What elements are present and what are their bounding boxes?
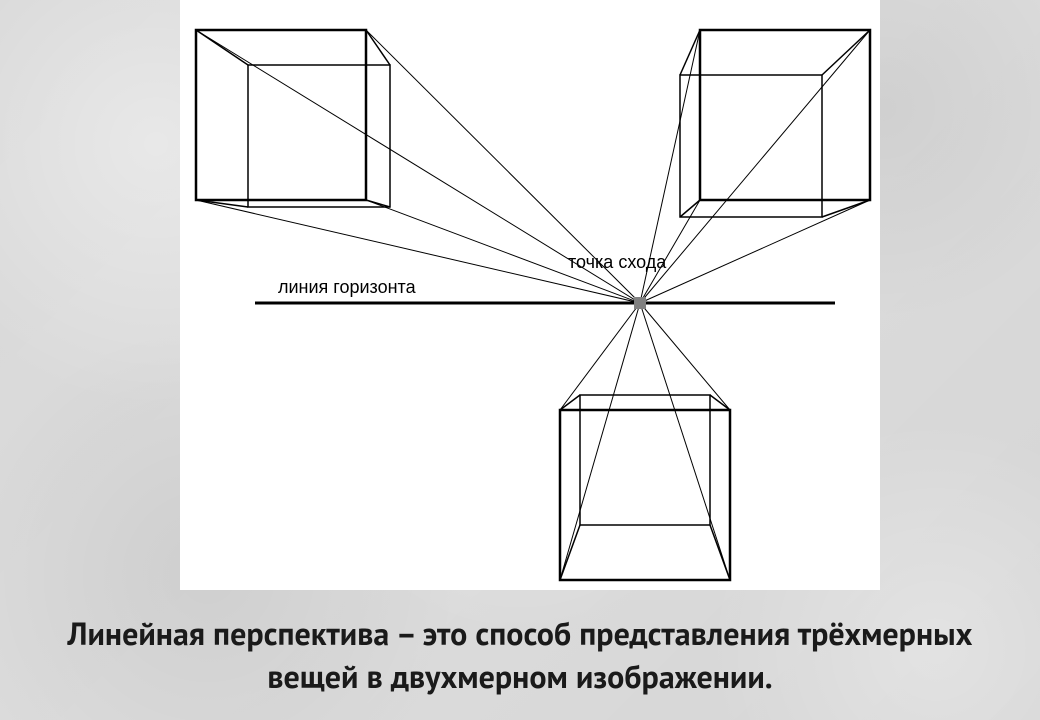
caption-text: Линейная перспектива – это способ предст… [0, 612, 1040, 698]
diagram-panel: линия горизонта точка схода [180, 0, 880, 590]
vanishing-point-label: точка схода [568, 252, 667, 272]
horizon-label: линия горизонта [278, 277, 417, 297]
perspective-svg: линия горизонта точка схода [180, 0, 880, 590]
